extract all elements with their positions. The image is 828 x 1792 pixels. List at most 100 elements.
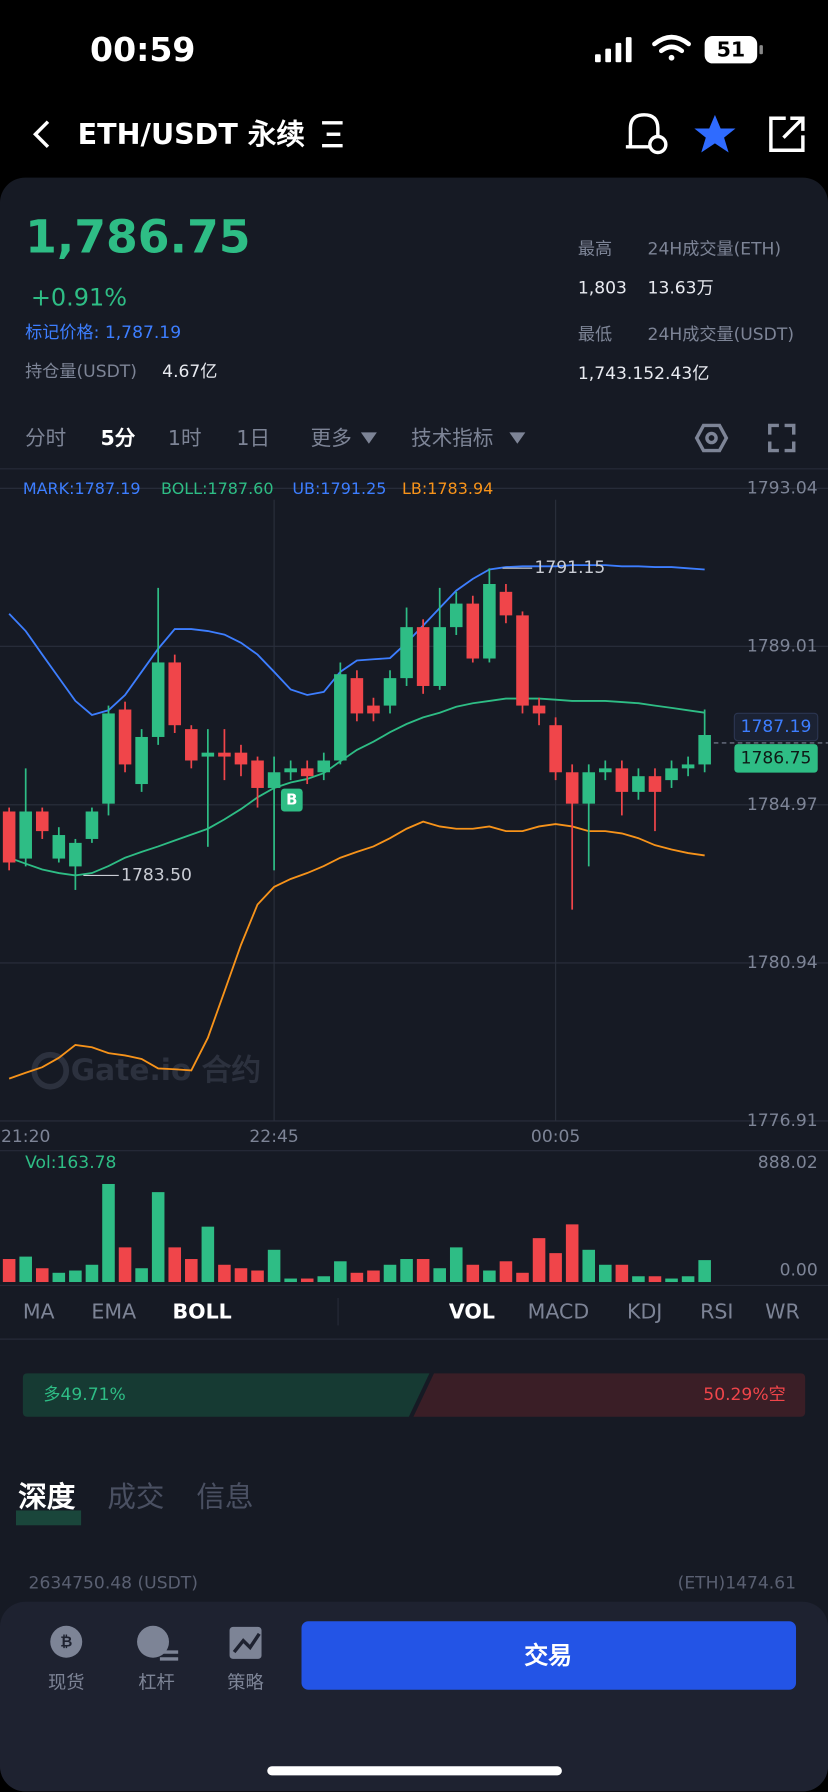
volume-bar [135, 1268, 148, 1283]
mark-price-tag [733, 712, 819, 742]
candle-body [2, 811, 16, 863]
share-icon[interactable] [769, 116, 805, 152]
menu-icon[interactable] [322, 121, 343, 148]
volume-bar [615, 1264, 629, 1283]
volume-bar [334, 1261, 347, 1283]
mark-price-tag-label: 1787.19 [741, 717, 812, 737]
volume-chart: Vol:163.78 0.00 888.02 [2, 1153, 818, 1283]
trade-button-label[interactable]: 交易 [524, 1641, 572, 1669]
candle-body [118, 709, 132, 765]
candle-body [433, 627, 446, 686]
y-tick-label: 1776.91 [747, 1111, 818, 1131]
low-value: 1,743.152.43亿 [578, 364, 710, 384]
candle-body [102, 713, 115, 804]
last-price: 1,786.75 [25, 211, 250, 264]
nav-label[interactable]: 现货 [48, 1672, 85, 1693]
candle-body [599, 768, 612, 773]
pair-title[interactable]: ETH/USDT 永续 [78, 117, 305, 151]
candle-body [665, 768, 678, 781]
candle-body [168, 662, 182, 726]
indicator-tab[interactable]: MACD [528, 1300, 590, 1324]
indicator-tab-active[interactable]: BOLL [172, 1300, 231, 1324]
dropdown-arrow [509, 432, 526, 444]
watermark: Gate.io 合约 [71, 1053, 261, 1088]
candle-body [565, 772, 579, 804]
fullscreen-icon[interactable] [768, 423, 796, 453]
indicator-dropdown[interactable]: 技术指标 [411, 426, 493, 450]
active-tab-underline [15, 1510, 82, 1526]
open-interest-label: 持仓量(USDT) [25, 362, 137, 382]
timeframe-tab[interactable]: 分时 [25, 426, 66, 450]
volume-bar [449, 1247, 463, 1283]
candle-body [251, 760, 264, 788]
volume-bar [218, 1264, 231, 1283]
timeframe-tab[interactable]: 1时 [168, 426, 202, 450]
book-tab-active[interactable]: 深度 [18, 1480, 76, 1514]
short-ratio: 50.29%空 [703, 1385, 785, 1405]
last-price-tag-label: 1786.75 [741, 748, 812, 768]
legend-entry: BOLL:1787.60 [161, 479, 273, 498]
indicator-tab[interactable]: EMA [91, 1300, 136, 1324]
volume-bar [665, 1278, 678, 1283]
annotation: 1791.15 [534, 558, 605, 578]
price-change: +0.91% [31, 284, 127, 312]
favorite-icon[interactable] [694, 114, 736, 153]
volume-bar [367, 1270, 380, 1283]
back-button[interactable] [32, 120, 50, 149]
y-tick-label: 1784.97 [747, 795, 818, 815]
candle-body [350, 678, 364, 714]
book-tab[interactable]: 信息 [196, 1480, 253, 1514]
spot-icon[interactable]: ₿ [50, 1625, 83, 1658]
volume-bar [317, 1276, 331, 1283]
candle-body [218, 752, 231, 757]
volume-bar [698, 1260, 711, 1283]
nav-label[interactable]: 策略 [227, 1672, 264, 1693]
indicator-tab[interactable]: RSI [700, 1300, 733, 1324]
candle-body [185, 729, 198, 761]
low-label: 最低 [578, 325, 612, 345]
vol-eth-label: 24H成交量(ETH) [648, 240, 782, 260]
strategy-icon[interactable] [229, 1626, 262, 1659]
volume-bar [499, 1261, 513, 1283]
timeframe-tab-active[interactable]: 5分 [101, 426, 136, 450]
x-tick-label: 00:05 [531, 1127, 580, 1147]
candle-body [19, 811, 32, 859]
candle-body [300, 768, 314, 777]
signal-icon [595, 37, 632, 63]
indicator-tab[interactable]: MA [23, 1300, 55, 1324]
buy-marker-label: B [286, 792, 297, 809]
trade-button[interactable] [301, 1621, 797, 1690]
wifi-icon [652, 34, 691, 61]
candle-body [135, 736, 148, 785]
candle-body [681, 764, 695, 769]
candle-body [582, 772, 596, 804]
mark-price: 标记价格: 1,787.19 [25, 323, 181, 343]
indicator-tab[interactable]: WR [765, 1300, 800, 1324]
book-tab[interactable]: 成交 [107, 1480, 164, 1514]
y-tick-label: 0.00 [780, 1261, 818, 1281]
legend-entry: LB:1783.94 [402, 479, 493, 498]
alert-icon[interactable] [625, 113, 668, 155]
vol-usdt-label: 24H成交量(USDT) [648, 325, 794, 345]
indicator-line [8, 564, 705, 716]
volume-bar [251, 1270, 264, 1283]
volume-bar [2, 1259, 16, 1283]
volume-bar [234, 1268, 248, 1283]
timeframe-tab[interactable]: 1日 [236, 426, 270, 450]
candle-body [284, 768, 297, 773]
more-dropdown[interactable]: 更多 [311, 426, 352, 450]
volume-title: Vol:163.78 [25, 1153, 116, 1173]
buy-marker [280, 788, 303, 812]
indicator-tab[interactable]: KDJ [627, 1300, 662, 1324]
volume-bar [632, 1276, 645, 1283]
high-value: 1,803 [578, 278, 627, 298]
status-time: 00:59 [90, 30, 195, 69]
margin-icon[interactable] [137, 1625, 179, 1661]
indicator-tab-active[interactable]: VOL [449, 1300, 495, 1324]
battery-cap [759, 45, 763, 55]
nav-label[interactable]: 杠杆 [138, 1672, 175, 1693]
dropdown-arrow [360, 432, 377, 444]
candle-body [499, 591, 513, 616]
volume-bar [350, 1272, 364, 1283]
settings-icon[interactable] [694, 423, 729, 453]
